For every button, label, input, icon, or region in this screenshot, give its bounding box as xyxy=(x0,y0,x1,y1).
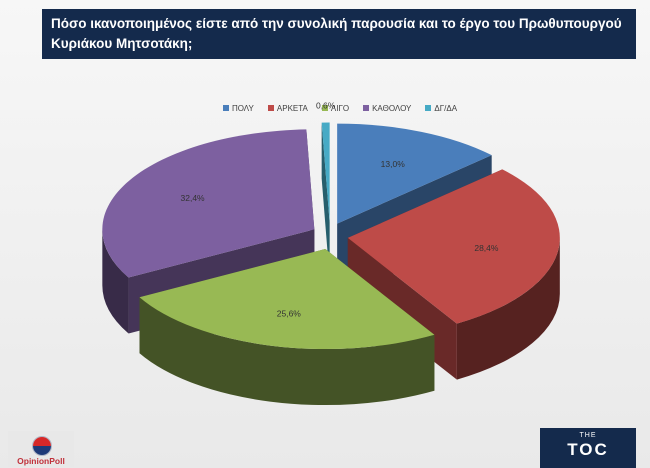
pie-slice-dgda xyxy=(321,122,330,223)
question-title-line-2: Κυριάκου Μητσοτάκη; xyxy=(51,36,193,51)
pie-side-katholou xyxy=(102,229,129,334)
data-label-dgda: 0,6% xyxy=(316,101,336,111)
data-label-poly: 13,0% xyxy=(381,159,406,169)
opinionpoll-logo-mark xyxy=(32,436,52,456)
chart-legend: ΠΟΛΥ ΑΡΚΕΤΑ ΛΙΓΟ ΚΑΘΟΛΟΥ ΔΓ/ΔΑ xyxy=(0,101,650,115)
legend-swatch-dgda xyxy=(425,105,432,111)
legend-label-katholou: ΚΑΘΟΛΟΥ xyxy=(372,103,412,113)
legend-label-ligo: ΛΙΓΟ xyxy=(330,103,350,113)
opinionpoll-logo: OpinionPoll xyxy=(8,431,74,467)
legend-label-arketa: ΑΡΚΕΤΑ xyxy=(276,103,308,113)
pie-slice-poly xyxy=(337,123,492,224)
opinionpoll-logo-text: OpinionPoll xyxy=(17,456,65,466)
thetoc-logo-main-text: TOC xyxy=(567,440,609,459)
pie-label-layer: 13,0% 28,4% 25,6% 32,4% 0,6% xyxy=(181,101,499,319)
legend-swatch-poly xyxy=(222,105,229,111)
data-label-arketa: 28,4% xyxy=(474,243,499,253)
legend-swatch-ligo xyxy=(321,105,328,111)
legend-swatch-katholou xyxy=(363,105,370,111)
thetoc-logo: THE TOC xyxy=(540,428,636,468)
legend-swatch-arketa xyxy=(267,105,274,111)
pie-slice-arketa xyxy=(347,169,560,324)
question-title-box: Πόσο ικανοποιημένος είστε από την συνολι… xyxy=(42,9,636,59)
legend-item-arketa: ΑΡΚΕΤΑ xyxy=(267,101,308,115)
pie-side-ligo xyxy=(139,297,435,406)
legend-item-poly: ΠΟΛΥ xyxy=(222,101,254,115)
pie-slice-katholou xyxy=(102,129,315,278)
question-title-line-1: Πόσο ικανοποιημένος είστε από την συνολι… xyxy=(51,16,622,31)
pie-side-arketa xyxy=(456,237,560,380)
legend-item-ligo: ΛΙΓΟ xyxy=(321,101,350,115)
legend-label-dgda: ΔΓ/ΔΑ xyxy=(434,103,458,113)
data-label-katholou: 32,4% xyxy=(181,193,206,203)
legend-label-poly: ΠΟΛΥ xyxy=(231,103,254,113)
thetoc-logo-small-text: THE xyxy=(579,432,597,439)
pie-slice-ligo xyxy=(139,249,435,350)
legend-item-dgda: ΔΓ/ΔΑ xyxy=(425,101,457,115)
legend-item-katholou: ΚΑΘΟΛΟΥ xyxy=(363,101,411,115)
pie-wall-dgda-0 xyxy=(321,122,330,279)
pie-top-layer xyxy=(102,122,560,350)
data-label-ligo: 25,6% xyxy=(277,309,302,319)
